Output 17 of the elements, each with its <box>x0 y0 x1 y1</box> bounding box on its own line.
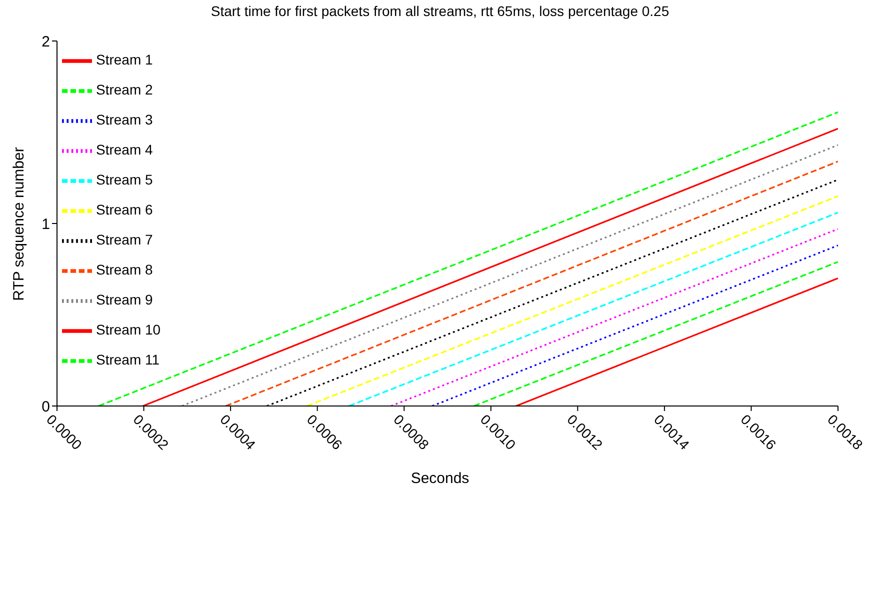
y-axis-title: RTP sequence number <box>10 147 28 301</box>
y-tick-label: 2 <box>42 33 50 50</box>
legend-label: Stream 9 <box>96 292 153 308</box>
legend-label: Stream 1 <box>96 52 153 68</box>
x-axis-title: Seconds <box>410 470 470 487</box>
legend-label: Stream 8 <box>96 262 153 278</box>
legend-label: Stream 4 <box>96 142 153 158</box>
legend-label: Stream 7 <box>96 232 153 248</box>
chart-title: Start time for first packets from all streams, rtt 65ms, loss percentage 0.25 <box>210 3 670 19</box>
y-tick-label: 1 <box>42 216 50 233</box>
legend-label: Stream 2 <box>96 82 153 98</box>
legend-label: Stream 5 <box>96 172 153 188</box>
legend-label: Stream 11 <box>96 352 160 368</box>
legend-label: Stream 6 <box>96 202 153 218</box>
legend-label: Stream 10 <box>96 322 161 338</box>
legend-label: Stream 3 <box>96 112 153 128</box>
y-tick-label: 0 <box>42 398 50 416</box>
